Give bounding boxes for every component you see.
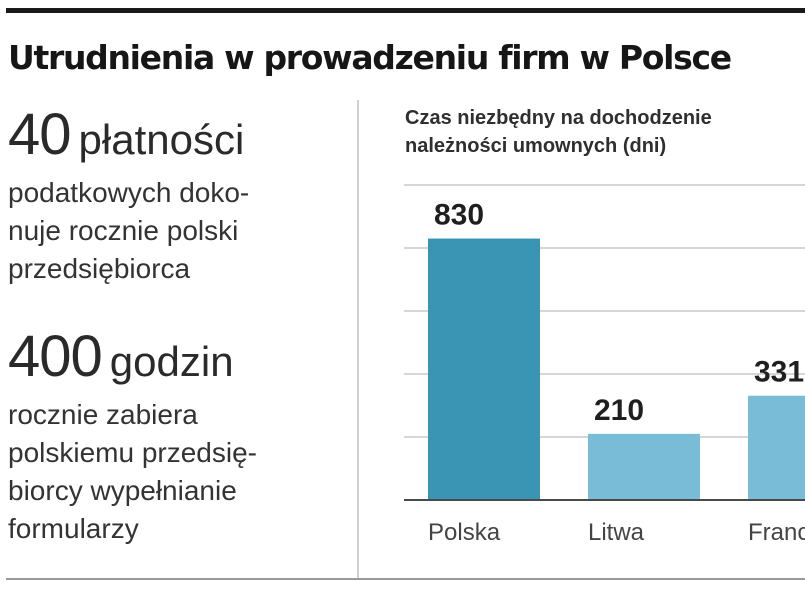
fact-number: 40 (8, 102, 72, 167)
bar (588, 433, 700, 500)
category-label: Francja (748, 519, 805, 546)
bar-value-label: 210 (594, 394, 644, 427)
column-divider (357, 100, 359, 578)
top-rule (6, 8, 805, 13)
fact-block-payments: 40 płatności podatkowych doko- nuje roczn… (8, 106, 348, 288)
fact-number: 400 (8, 324, 103, 389)
fact-unit: płatności (78, 116, 245, 163)
fact-headline: 40 płatności (8, 106, 348, 164)
bar (428, 238, 540, 501)
chart-title: Czas niezbędny na dochodzenie należności… (405, 107, 712, 157)
bar-value-label: 331 (754, 356, 804, 389)
category-label: Litwa (588, 519, 645, 546)
fact-description: podatkowych doko- nuje rocznie polski pr… (8, 177, 250, 284)
page-title: Utrudnienia w prowadzeniu firm w Polsce (8, 38, 732, 77)
fact-description: rocznie zabiera polskiemu przedsię- bior… (8, 399, 257, 544)
bottom-rule (6, 578, 805, 580)
fact-unit: godzin (109, 338, 234, 385)
category-label: Polska (428, 519, 501, 546)
bar-value-label: 830 (434, 199, 484, 232)
bar (748, 395, 805, 500)
fact-block-hours: 400 godzin rocznie zabiera polskiemu prze… (8, 328, 348, 548)
fact-headline: 400 godzin (8, 328, 348, 386)
